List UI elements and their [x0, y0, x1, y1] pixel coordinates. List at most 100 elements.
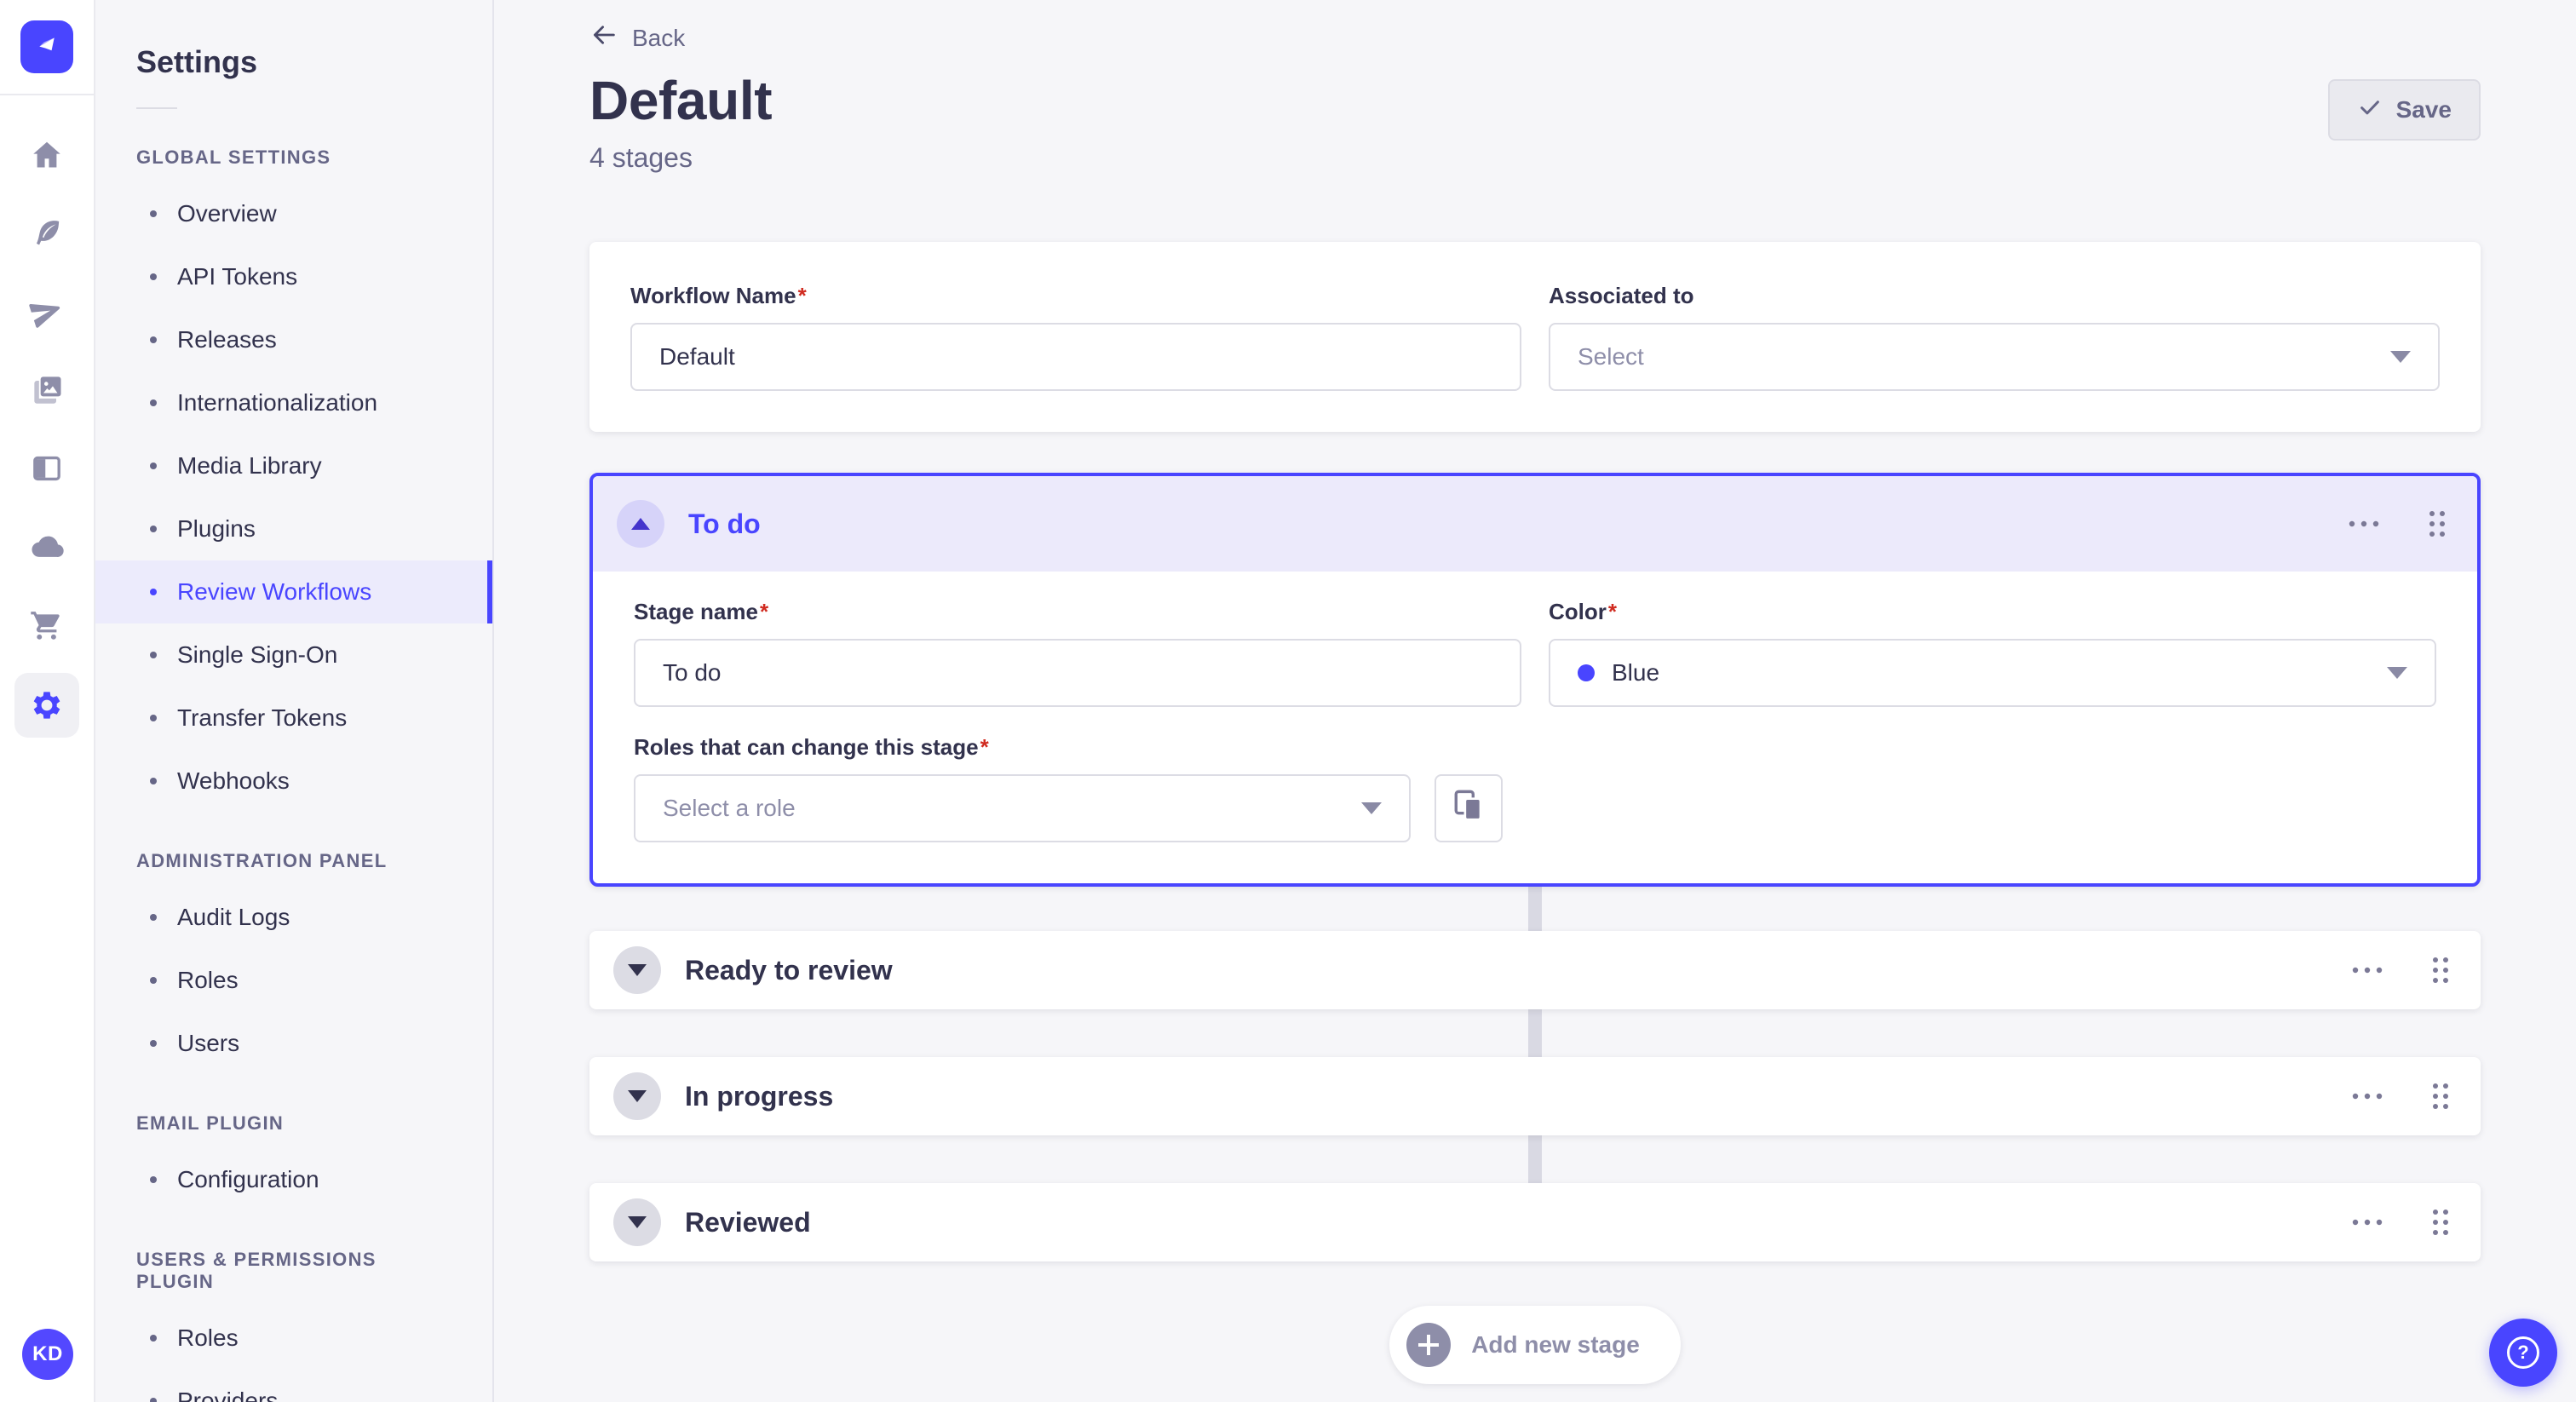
stage-color-select[interactable]: Blue: [1549, 639, 2436, 707]
add-new-stage-label: Add new stage: [1471, 1331, 1640, 1358]
strapi-logo[interactable]: [20, 20, 73, 73]
drag-handle-icon[interactable]: [2431, 956, 2450, 985]
sidebar-item-webhooks[interactable]: Webhooks: [95, 750, 492, 813]
back-label: Back: [632, 24, 686, 51]
sidebar-item-label: Releases: [177, 326, 277, 353]
sidebar-item-label: Users: [177, 1030, 240, 1056]
home-icon[interactable]: [25, 133, 69, 177]
marketplace-cart-icon[interactable]: [25, 603, 69, 647]
sidebar-item-releases[interactable]: Releases: [95, 308, 492, 371]
chevron-down-icon: [2390, 351, 2411, 363]
drag-handle-icon[interactable]: [2428, 509, 2447, 538]
stage-card-ready-to-review[interactable]: Ready to review: [589, 931, 2481, 1009]
main-content: Back Default 4 stages Save Workflow Name…: [494, 0, 2576, 1402]
sidebar-item-media-library[interactable]: Media Library: [95, 434, 492, 497]
workflow-name-field: Workflow Name *: [630, 283, 1521, 391]
sidebar-item-overview[interactable]: Overview: [95, 182, 492, 245]
chevron-down-icon: [2387, 667, 2407, 679]
check-icon: [2357, 95, 2383, 126]
more-options-icon[interactable]: [2351, 1218, 2383, 1227]
associated-to-field: Associated to Select: [1549, 283, 2440, 391]
chevron-down-icon: [628, 1090, 647, 1102]
more-options-icon[interactable]: [2351, 1092, 2383, 1100]
add-new-stage-button[interactable]: Add new stage: [1389, 1306, 1681, 1384]
sidebar-item-transfer-tokens[interactable]: Transfer Tokens: [95, 687, 492, 750]
required-asterisk: *: [759, 599, 769, 624]
color-swatch-blue: [1578, 664, 1595, 681]
sidebar-item-review-workflows[interactable]: Review Workflows: [95, 560, 492, 623]
associated-to-label: Associated to: [1549, 283, 1694, 308]
page-title: Default: [589, 70, 773, 131]
sidebar-item-providers[interactable]: Providers: [95, 1370, 492, 1402]
sidebar-item-configuration[interactable]: Configuration: [95, 1148, 492, 1211]
section-label-global-settings: GLOBAL SETTINGS: [136, 147, 331, 168]
rail-nav: [14, 133, 79, 738]
cloud-icon[interactable]: [25, 525, 69, 569]
drag-handle-icon[interactable]: [2431, 1208, 2450, 1237]
sidebar-item-up-roles[interactable]: Roles: [95, 1307, 492, 1370]
stage-header-actions: [2348, 509, 2447, 538]
sidebar-item-label: Roles: [177, 967, 239, 993]
copy-icon: [1454, 790, 1483, 828]
content-manager-layout-icon[interactable]: [25, 446, 69, 491]
save-button[interactable]: Save: [2327, 79, 2481, 141]
stage-to-do-header[interactable]: To do: [593, 476, 2477, 572]
expand-chevron-button[interactable]: [613, 1072, 661, 1120]
settings-gear-icon[interactable]: [14, 673, 79, 738]
expand-chevron-button[interactable]: [613, 1198, 661, 1246]
subnav-divider: [136, 107, 177, 109]
stage-card-in-progress[interactable]: In progress: [589, 1057, 2481, 1135]
stage-header-actions: [2351, 1208, 2450, 1237]
required-asterisk: *: [980, 734, 989, 760]
sidebar-item-audit-logs[interactable]: Audit Logs: [95, 886, 492, 949]
main-nav-rail: KD: [0, 0, 95, 1402]
drag-handle-icon[interactable]: [2431, 1082, 2450, 1111]
sidebar-item-internationalization[interactable]: Internationalization: [95, 371, 492, 434]
sidebar-item-users[interactable]: Users: [95, 1012, 492, 1075]
sidebar-item-plugins[interactable]: Plugins: [95, 497, 492, 560]
stages-section: To do Stage name *: [589, 473, 2481, 1384]
sidebar-item-single-sign-on[interactable]: Single Sign-On: [95, 623, 492, 687]
sidebar-item-api-tokens[interactable]: API Tokens: [95, 245, 492, 308]
stage-card-to-do: To do Stage name *: [589, 473, 2481, 887]
sidebar-item-label: Internationalization: [177, 389, 378, 416]
settings-subnav: Settings GLOBAL SETTINGS Overview API To…: [95, 0, 494, 1402]
back-link[interactable]: Back: [589, 20, 685, 55]
chevron-down-icon: [628, 964, 647, 976]
duplicate-roles-button[interactable]: [1435, 774, 1503, 842]
sidebar-item-admin-roles[interactable]: Roles: [95, 949, 492, 1012]
sidebar-item-label: Roles: [177, 1324, 239, 1351]
bullet-icon: [150, 914, 157, 921]
required-asterisk: *: [1607, 599, 1618, 624]
more-options-icon[interactable]: [2351, 966, 2383, 974]
bullet-icon: [150, 589, 157, 595]
bullet-icon: [150, 778, 157, 784]
stage-title: To do: [688, 508, 761, 539]
stage-card-reviewed[interactable]: Reviewed: [589, 1183, 2481, 1261]
avatar[interactable]: KD: [22, 1329, 73, 1380]
bullet-icon: [150, 463, 157, 469]
sidebar-item-label: Configuration: [177, 1166, 319, 1192]
expand-chevron-button[interactable]: [613, 946, 661, 994]
stage-title: In progress: [685, 1080, 834, 1112]
more-options-icon[interactable]: [2348, 520, 2380, 528]
media-library-icon[interactable]: [25, 368, 69, 412]
stage-roles-placeholder: Select a role: [663, 795, 796, 821]
workflow-name-input[interactable]: [630, 323, 1521, 391]
stage-roles-select[interactable]: Select a role: [634, 774, 1411, 842]
section-label-email-plugin: EMAIL PLUGIN: [136, 1112, 285, 1134]
stage-name-input[interactable]: [634, 639, 1521, 707]
back-arrow-icon: [589, 20, 618, 55]
help-button[interactable]: ?: [2489, 1319, 2557, 1387]
save-button-label: Save: [2395, 96, 2452, 123]
associated-to-select[interactable]: Select: [1549, 323, 2440, 391]
bullet-icon: [150, 1176, 157, 1183]
collapse-chevron-button[interactable]: [617, 500, 664, 548]
deploy-paper-plane-icon[interactable]: [25, 290, 69, 334]
bullet-icon: [150, 1040, 157, 1047]
bullet-icon: [150, 1398, 157, 1402]
content-type-builder-icon[interactable]: [25, 211, 69, 256]
stage-header-actions: [2351, 1082, 2450, 1111]
chevron-up-icon: [631, 518, 650, 530]
chevron-down-icon: [1361, 802, 1382, 814]
